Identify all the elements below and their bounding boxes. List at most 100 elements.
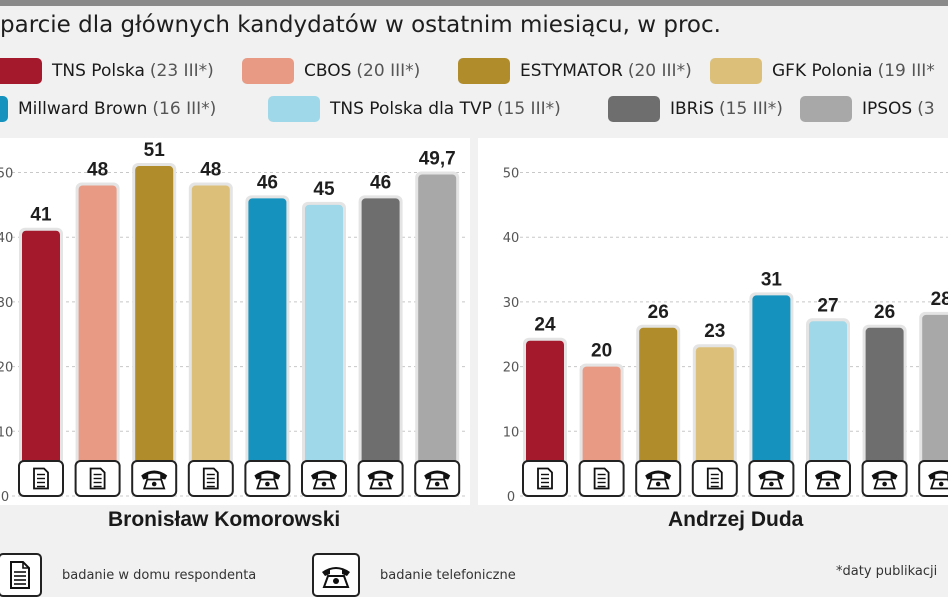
candidate-label-duda: Andrzej Duda [668,508,804,531]
y-tick-label: 20 [503,361,520,376]
method-icon-box [357,460,404,497]
telephone-icon-dial [655,481,661,487]
bar [135,166,174,496]
y-tick-label: 40 [503,231,520,246]
legend-label: ESTYMATOR [520,61,623,81]
telephone-icon [758,470,785,490]
note-phone: badanie telefoniczne [312,553,516,597]
legend-item-gfk-polonia: GFK Polonia (19 III* [710,58,935,84]
legend-label: IPSOS [862,99,913,119]
legend-date: (15 III*) [496,99,561,119]
telephone-icon-handset [141,470,168,480]
legend-item-tns-polska-tvp: TNS Polska dla TVP (15 III*) [268,96,561,122]
telephone-icon-dial [378,481,383,487]
legend-item-ibris: IBRiS (15 III*) [608,96,783,122]
bar [305,204,343,496]
legend-item-estymator: ESTYMATOR (20 III*) [458,58,692,84]
telephone-icon-handset [645,470,672,480]
chart-title: parcie dla głównych kandydatów w ostatni… [0,12,721,38]
bar [361,198,400,496]
bar-group: 51 [131,140,178,497]
legend-label: Millward Brown [18,99,148,119]
legend-date: (20 III*) [356,61,421,81]
note-phone-label: badanie telefoniczne [380,567,516,583]
telephone-icon-dial [151,481,157,487]
bar [526,340,564,496]
bar [809,321,847,496]
value-label: 46 [370,172,391,193]
value-label: 24 [534,315,556,336]
y-tick-label: 0 [507,490,515,505]
legend-swatch [710,58,762,84]
value-label: 48 [200,159,221,180]
y-tick-label: 40 [0,231,13,246]
legend-label: IBRiS [670,99,715,119]
y-tick-label: 20 [0,361,13,376]
y-tick-label: 30 [0,296,13,311]
value-label: 46 [257,172,278,193]
bar-group: 31 [748,269,795,497]
document-icon [0,553,42,597]
bar-group: 48 [74,159,121,497]
telephone-icon [367,470,394,490]
telephone-icon-handset [815,470,841,480]
telephone-icon-handset [311,470,337,480]
telephone-icon-dial [938,481,944,487]
telephone-icon-handset [424,470,451,480]
value-label: 20 [591,341,612,362]
telephone-icon [928,470,948,490]
legend-swatch [268,96,320,122]
bar-group: 46 [357,172,404,497]
bar [191,185,230,496]
document-icon [202,467,219,490]
legend-date: (16 III*) [152,99,217,119]
legend-item-tns-polska: TNS Polska (23 III*) [0,58,214,84]
value-label: 26 [648,302,669,323]
y-tick-label: 30 [503,296,520,311]
candidate-label-komorowski: Bronisław Komorowski [108,508,341,531]
document-icon [33,467,49,490]
legend-swatch [608,96,660,122]
legend-swatch [0,58,42,84]
telephone-icon-dial [434,481,440,487]
bar [865,327,904,496]
bar-group: 26 [635,302,682,497]
legend-date: (23 III*) [149,61,214,81]
bar-group: 27 [805,295,851,497]
document-icon [537,467,553,490]
value-label: 49,7 [419,148,456,169]
telephone-icon-dial [825,481,831,487]
chart-panel-0: 0 10 20 30 40 50 41 48 51 48 46 45 46 49,7 [0,140,465,505]
telephone-icon [424,470,451,490]
method-icon-box [861,460,908,497]
telephone-icon-handset [254,470,281,480]
bar-group: 23 [691,321,738,497]
y-tick-label: 0 [1,490,9,505]
telephone-icon-dial [769,481,774,487]
legend-label: TNS Polska dla TVP [330,99,492,119]
legend: TNS Polska (23 III*) CBOS (20 III*) ESTY… [0,0,948,130]
value-label: 26 [874,302,895,323]
telephone-icon-handset [871,470,898,480]
footer-note: *daty publikacji [836,564,938,579]
value-label: 28 [931,289,948,310]
bar [922,314,948,496]
bar [78,185,117,496]
telephone-icon [141,470,168,490]
y-tick-label: 10 [503,425,520,440]
legend-swatch [458,58,510,84]
note-home-label: badanie w domu respondenta [62,567,257,583]
bar [248,198,287,496]
legend-label: TNS Polska [52,61,145,81]
legend-date: (15 III*) [719,99,783,119]
legend-date: (19 III* [877,61,935,81]
method-icon-box [748,460,795,497]
bar-group: 26 [861,302,908,497]
telephone-icon-dial [321,481,327,487]
bar-group: 41 [18,205,64,497]
bar-group: 20 [578,341,625,497]
legend-swatch [0,96,8,122]
top-bar [0,0,948,6]
document-icon [593,467,610,490]
